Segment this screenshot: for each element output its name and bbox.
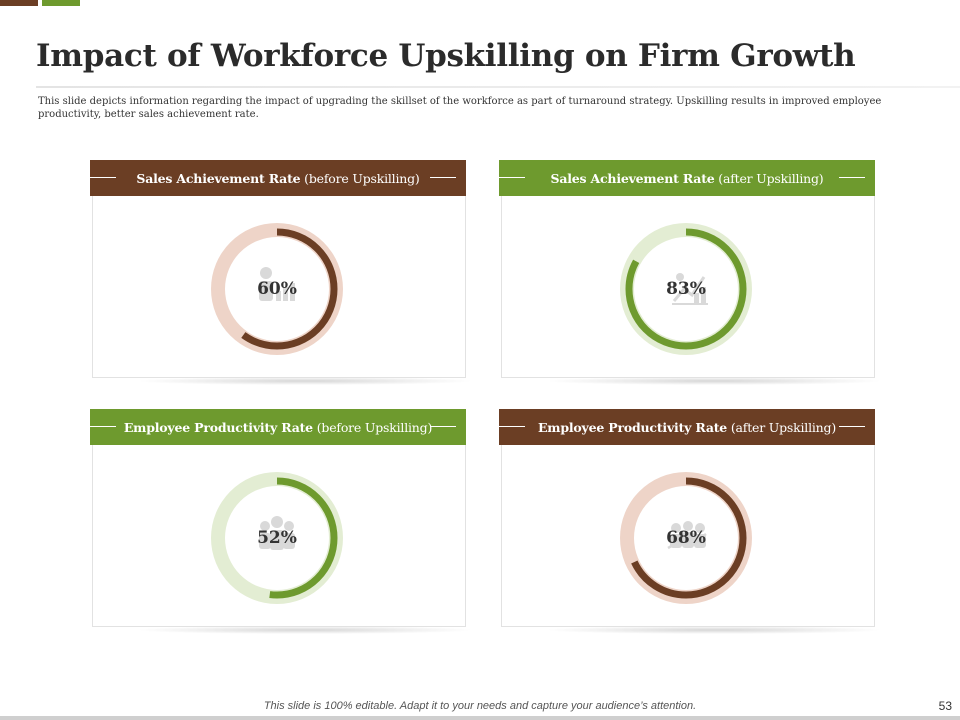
ring-progress-arc [625, 477, 747, 599]
footer-note: This slide is 100% editable. Adapt it to… [263, 700, 697, 712]
team-people-icon [259, 516, 295, 550]
slide-description: This slide depicts information regarding… [38, 96, 882, 120]
card-shadow [140, 626, 470, 634]
percent-value: 68% [666, 528, 706, 548]
card-sales-after: Sales Achievement Rate (after Upskilling… [499, 160, 879, 385]
card-shadow [549, 377, 879, 385]
donut-ring: 52% [203, 464, 351, 612]
card-header-label: Sales Achievement Rate (after Upskilling… [550, 170, 824, 186]
card-header: Sales Achievement Rate (before Upskillin… [90, 160, 466, 196]
header-line-right [839, 177, 865, 178]
header-line-left [90, 177, 116, 178]
card-header: Sales Achievement Rate (after Upskilling… [499, 160, 875, 196]
ring-progress-arc [216, 477, 338, 599]
donut-ring: 83% [612, 215, 760, 363]
percent-value: 52% [257, 528, 297, 548]
card-productivity-before: Employee Productivity Rate (before Upski… [90, 409, 470, 634]
header-line-left [499, 426, 525, 427]
card-productivity-after: Employee Productivity Rate (after Upskil… [499, 409, 879, 634]
donut-svg [211, 223, 343, 355]
card-header: Employee Productivity Rate (before Upski… [90, 409, 466, 445]
donut-ring: 68% [612, 464, 760, 612]
donut-svg [620, 472, 752, 604]
card-sales-before: Sales Achievement Rate (before Upskillin… [90, 160, 470, 385]
donut-ring: 60% [203, 215, 351, 363]
ring-inner [225, 237, 329, 341]
card-header: Employee Productivity Rate (after Upskil… [499, 409, 875, 445]
card-shadow [549, 626, 879, 634]
ring-progress-arc [216, 228, 338, 350]
corner-accent-brown [0, 0, 38, 6]
header-line-right [839, 426, 865, 427]
team-trend-icon [667, 521, 707, 550]
card-header-label: Employee Productivity Rate (before Upski… [123, 419, 433, 435]
title-divider [36, 86, 960, 88]
header-line-left [499, 177, 525, 178]
card-header-label: Sales Achievement Rate (before Upskillin… [136, 170, 420, 186]
slide-title: Impact of Workforce Upskilling on Firm G… [36, 38, 856, 74]
donut-svg [211, 472, 343, 604]
percent-value: 60% [257, 279, 297, 299]
donut-svg [620, 223, 752, 355]
percent-value: 83% [666, 279, 706, 299]
ring-progress-arc [625, 228, 747, 350]
corner-accent-green [42, 0, 80, 6]
card-header-label: Employee Productivity Rate (after Upskil… [537, 419, 837, 435]
header-line-right [430, 426, 456, 427]
footer-bar [0, 716, 960, 720]
header-line-left [90, 426, 116, 427]
card-shadow [140, 377, 470, 385]
person-bar-chart-icon [259, 267, 295, 301]
page-number: 53 [938, 699, 952, 713]
header-line-right [430, 177, 456, 178]
growth-chart-icon [672, 273, 708, 305]
